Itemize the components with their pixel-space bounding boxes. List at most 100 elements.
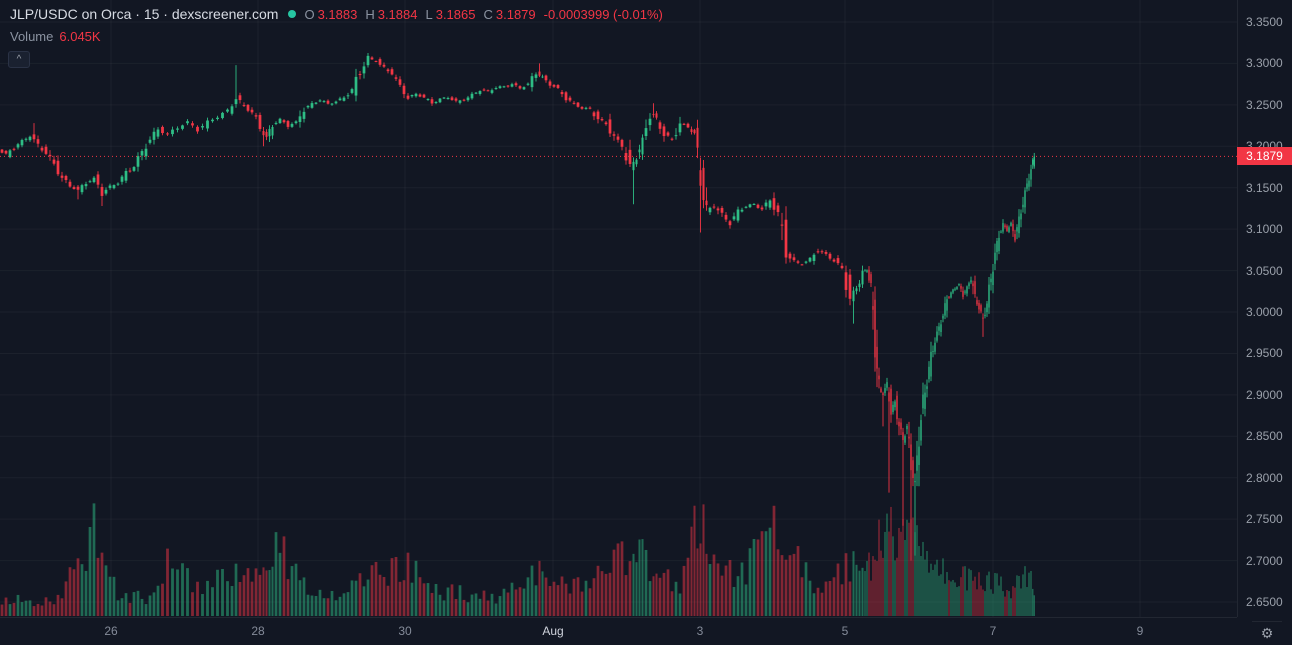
volume-bar bbox=[705, 553, 708, 616]
volume-bar bbox=[936, 559, 938, 616]
candle-body bbox=[486, 90, 490, 92]
volume-bar bbox=[896, 557, 898, 616]
volume-bar bbox=[538, 560, 541, 616]
candle-body bbox=[298, 116, 302, 122]
candle-body bbox=[792, 257, 796, 261]
candle-body bbox=[334, 101, 338, 104]
candle-body bbox=[876, 346, 878, 369]
candle-body bbox=[960, 285, 962, 289]
volume-bar bbox=[271, 566, 274, 616]
candle-body bbox=[912, 460, 914, 479]
volume-bar bbox=[580, 591, 584, 616]
candle-body bbox=[124, 171, 128, 181]
candle-body bbox=[330, 103, 334, 105]
candle-body bbox=[1030, 169, 1032, 180]
volume-bar bbox=[732, 586, 736, 616]
candle-body bbox=[666, 132, 670, 136]
candle-body bbox=[518, 86, 522, 89]
volume-bar bbox=[80, 564, 84, 616]
candle-body bbox=[366, 55, 370, 66]
candle-body bbox=[1024, 190, 1026, 208]
candle-body bbox=[258, 114, 262, 129]
volume-bar bbox=[370, 565, 374, 616]
candle-body bbox=[641, 137, 644, 155]
candle-body bbox=[736, 209, 740, 221]
candle-body bbox=[896, 395, 898, 420]
candle-body bbox=[265, 131, 268, 137]
volume-bar bbox=[28, 600, 32, 616]
volume-bar bbox=[326, 598, 330, 616]
volume-bar bbox=[514, 589, 518, 616]
candle-body bbox=[374, 60, 378, 62]
candle-body bbox=[904, 436, 906, 443]
candle-body bbox=[910, 444, 912, 471]
volume-bar bbox=[776, 549, 780, 616]
candle-body bbox=[996, 240, 998, 253]
volume-bar bbox=[434, 584, 438, 616]
candle-body bbox=[936, 331, 938, 341]
price-tick-label: 2.6500 bbox=[1246, 595, 1283, 610]
last-price-label: 3.1879 bbox=[1237, 147, 1292, 166]
candle-body bbox=[708, 207, 712, 213]
volume-bar bbox=[998, 585, 1000, 616]
candle-body bbox=[382, 64, 386, 67]
price-axis[interactable]: 3.3500 3.3000 3.2500 3.2000 3.1500 3.1000 3.05… bbox=[1237, 0, 1292, 617]
volume-bar bbox=[534, 585, 538, 616]
time-axis[interactable]: 26 28 30 Aug 3 5 7 9 bbox=[0, 617, 1237, 645]
volume-bar bbox=[242, 575, 246, 616]
volume-bar bbox=[140, 598, 144, 616]
candle-body bbox=[635, 159, 638, 165]
volume-bar bbox=[254, 568, 258, 616]
volume-bar bbox=[438, 594, 442, 616]
candle-body bbox=[454, 98, 458, 101]
candle-body bbox=[678, 123, 682, 133]
volume-bar bbox=[72, 569, 76, 616]
price-tick-label: 3.0000 bbox=[1246, 305, 1283, 319]
time-tick-label: 30 bbox=[398, 624, 412, 638]
candle-body bbox=[338, 98, 342, 101]
candle-body bbox=[690, 129, 693, 133]
volume-bar bbox=[24, 600, 28, 616]
volume-bar bbox=[48, 601, 52, 616]
chart-canvas[interactable] bbox=[0, 0, 1237, 617]
pair-title[interactable]: JLP/USDC on Orca · 15 · dexscreener.com bbox=[10, 6, 279, 22]
settings-icon[interactable]: ⚙ bbox=[1252, 621, 1282, 644]
candle-body bbox=[880, 388, 882, 393]
candle-body bbox=[398, 79, 402, 85]
candle-body bbox=[60, 175, 64, 178]
volume-bar bbox=[124, 593, 128, 616]
volume-bar bbox=[136, 590, 140, 616]
volume-bar bbox=[632, 553, 635, 616]
candle-body bbox=[918, 446, 920, 465]
candle-body bbox=[984, 314, 986, 316]
volume-bar bbox=[760, 531, 764, 616]
time-tick-label: Aug bbox=[542, 624, 564, 638]
candle-body bbox=[116, 183, 120, 185]
volume-bar bbox=[1022, 574, 1024, 616]
volume-bar bbox=[699, 543, 702, 616]
candle-body bbox=[12, 148, 16, 150]
volume-bar bbox=[800, 577, 804, 616]
volume-bar bbox=[274, 532, 278, 616]
volume-bar bbox=[960, 577, 962, 616]
volume-bar bbox=[962, 566, 964, 616]
candle-body bbox=[808, 257, 812, 262]
candle-body bbox=[148, 139, 152, 143]
candle-body bbox=[552, 84, 556, 87]
volume-bar bbox=[1004, 596, 1006, 616]
volume-bar bbox=[470, 594, 474, 616]
candle-body bbox=[693, 129, 696, 134]
volume-bar bbox=[682, 565, 686, 616]
candle-body bbox=[1002, 223, 1004, 232]
volume-bar bbox=[952, 579, 954, 616]
volume-bar bbox=[992, 593, 994, 616]
volume-bar bbox=[872, 556, 874, 616]
candle-body bbox=[422, 94, 426, 98]
volume-bar bbox=[652, 576, 655, 616]
legend-collapse-button[interactable]: ^ bbox=[8, 51, 30, 68]
volume-bar bbox=[635, 562, 638, 616]
volume-bar bbox=[658, 577, 662, 616]
volume-bar bbox=[211, 587, 214, 616]
ohlc-open-value: 3.1883 bbox=[317, 6, 358, 22]
candle-body bbox=[800, 264, 804, 266]
